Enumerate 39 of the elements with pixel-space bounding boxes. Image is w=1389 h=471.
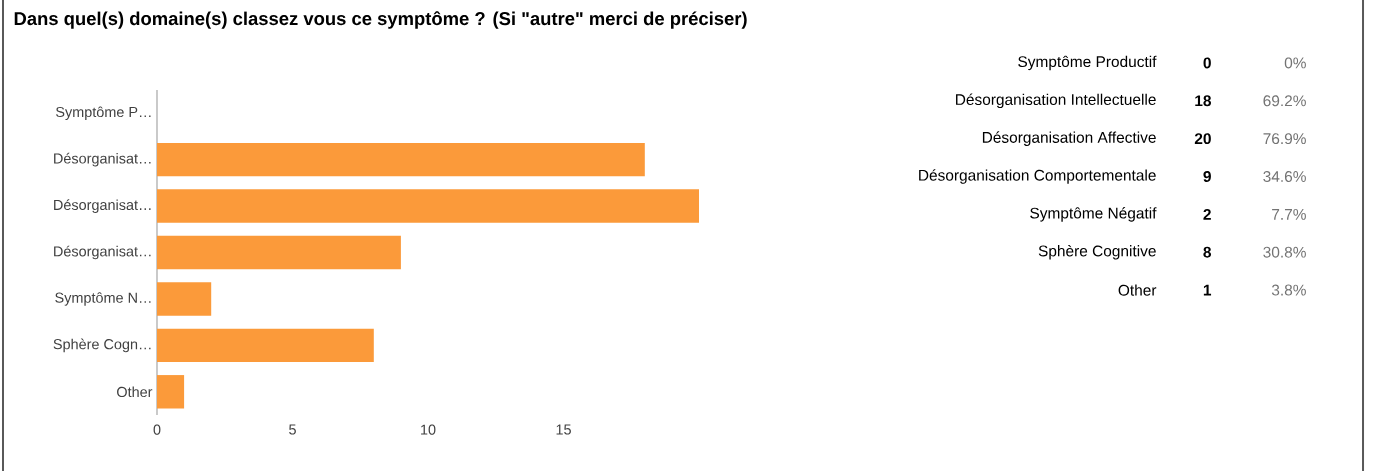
text: 9 <box>1203 171 1211 182</box>
y-tick-label: Symptôme P… <box>56 106 151 120</box>
y-tick-label: Désorganisat… <box>54 152 151 167</box>
bar <box>157 142 645 177</box>
y-tick-label: Désorganisat… <box>54 245 151 260</box>
y-tick-label: Symptôme N… <box>55 292 151 306</box>
category-label: Désorganisation Comportementale <box>919 169 1156 184</box>
y-tick-label: Désorganisat… <box>54 199 151 213</box>
x-tick-label: 15 <box>556 424 571 435</box>
x-tick-label: 0 <box>153 424 161 435</box>
text: 2 <box>1203 208 1211 220</box>
text: 34.6% <box>1263 171 1306 182</box>
text: 0 <box>1203 57 1211 69</box>
category-label: Symptôme Négatif <box>1030 207 1157 222</box>
y-tick-label: Sphère Cogn… <box>53 338 151 353</box>
x-tick-label: 5 <box>289 424 296 435</box>
category-label: Other <box>1118 284 1157 296</box>
bar <box>157 375 185 409</box>
bar <box>157 328 374 363</box>
x-tick-label: 10 <box>421 424 436 435</box>
category-label: Désorganisation Intellectuelle <box>956 93 1156 109</box>
chart-title: Dans quel(s) domaine(s) classez vous ce symptôme ? (Si "autre" merci de préciser) <box>14 11 747 29</box>
bar <box>157 189 699 223</box>
category-label: Sphère Cognitive <box>1038 244 1156 260</box>
text: 18 <box>1195 95 1212 107</box>
text: 1 <box>1203 284 1212 296</box>
text: 8 <box>1203 246 1212 258</box>
category-label: Désorganisation Affective <box>982 131 1156 146</box>
text: 3.8% <box>1271 284 1306 296</box>
y-tick-label: Other <box>117 386 153 398</box>
text: 0% <box>1284 57 1306 69</box>
category-label: Symptôme Productif <box>1018 55 1157 71</box>
text: 76.9% <box>1263 133 1306 145</box>
text: 69.2% <box>1263 95 1306 107</box>
bar <box>157 235 401 270</box>
text: 20 <box>1194 133 1211 145</box>
bar <box>157 282 212 316</box>
text: 7.7% <box>1272 208 1306 220</box>
text: 30.8% <box>1263 246 1306 258</box>
